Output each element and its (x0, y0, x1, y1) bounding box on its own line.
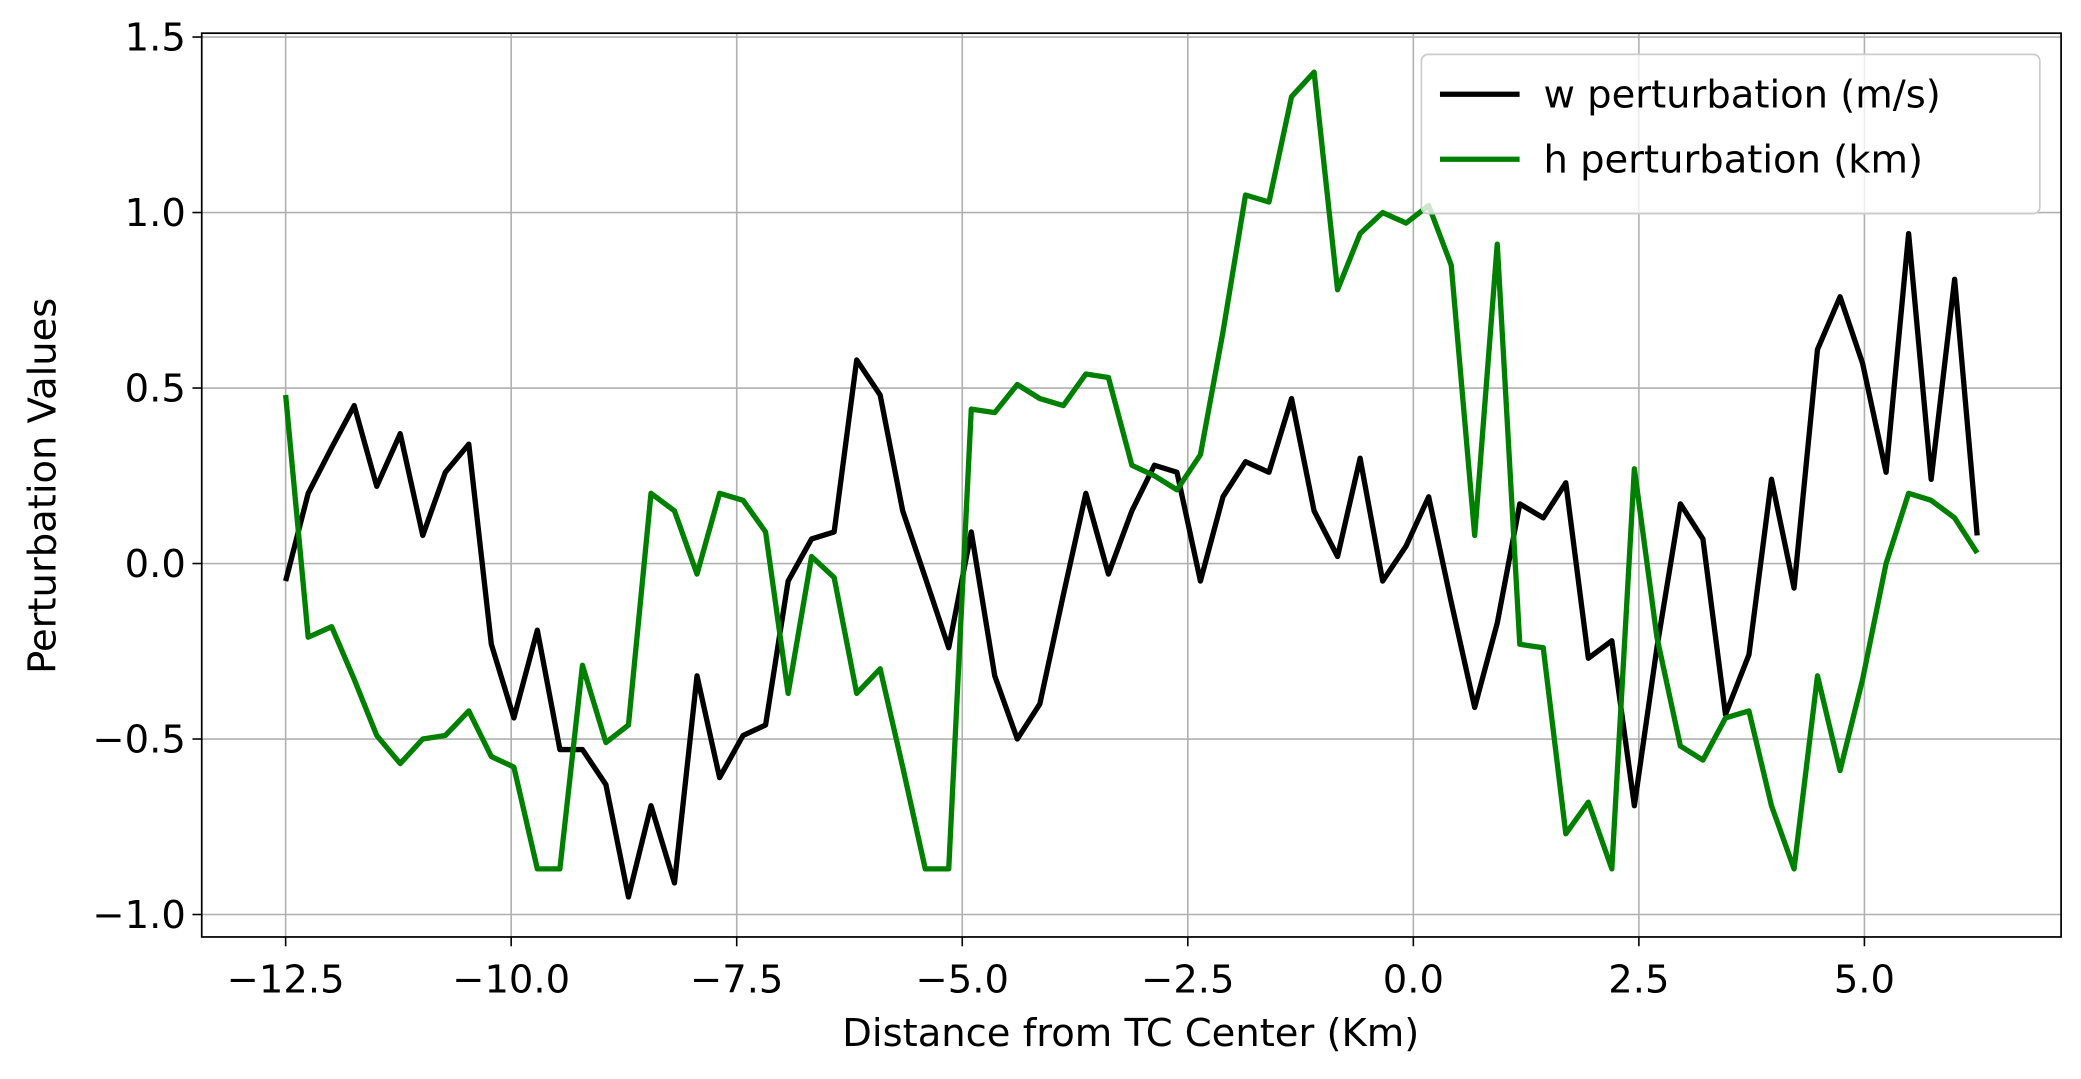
line-series (283, 230, 1980, 900)
y-tick-label: −1.0 (92, 893, 185, 938)
legend: w perturbation (m/s) h perturbation (km) (1420, 53, 2041, 215)
legend-label: w perturbation (m/s) (1543, 73, 1940, 118)
y-tick-label: −0.5 (92, 717, 185, 762)
y-tick-label: 0.5 (125, 366, 186, 411)
x-tick-label: 5.0 (1834, 958, 1895, 1003)
y-axis-label: Perturbation Values (21, 298, 66, 674)
legend-label: h perturbation (km) (1543, 138, 1922, 183)
x-tick-label: 0.0 (1383, 958, 1444, 1003)
y-tick-label: 1.0 (125, 191, 186, 236)
x-tick-label: −5.0 (916, 958, 1009, 1003)
plot-frame (200, 32, 2062, 938)
y-tick-label: 0.0 (125, 542, 186, 587)
line-series (282, 69, 1980, 872)
y-tick-label: 1.5 (125, 15, 186, 60)
legend-box (1420, 53, 2041, 215)
x-tick-label: −2.5 (1141, 958, 1234, 1003)
x-tick-label: −7.5 (690, 958, 783, 1003)
x-tick-label: 2.5 (1608, 958, 1669, 1003)
x-tick-label: −12.5 (227, 958, 345, 1003)
x-axis-label: Distance from TC Center (Km) (842, 1011, 1419, 1056)
x-tick-label: −10.0 (452, 958, 570, 1003)
